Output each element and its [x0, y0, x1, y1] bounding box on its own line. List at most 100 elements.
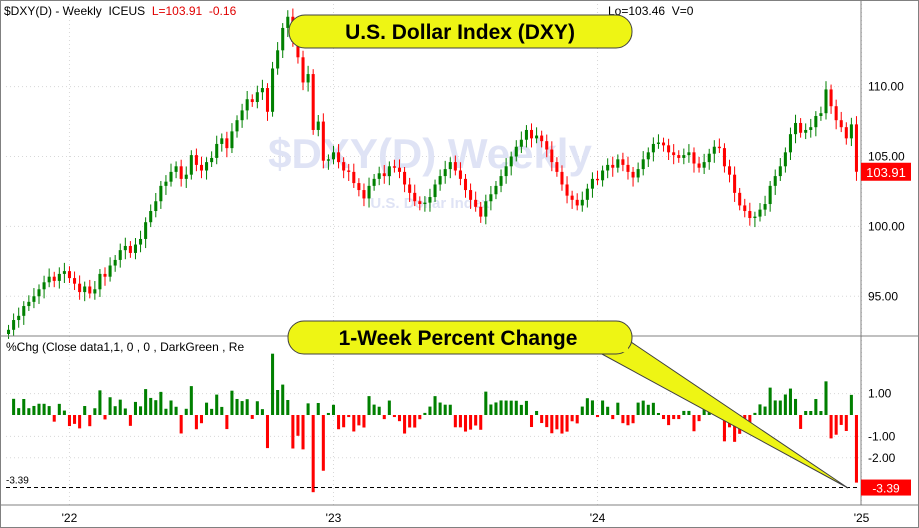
candle	[240, 103, 244, 128]
candle	[174, 161, 178, 179]
candle	[794, 114, 798, 144]
candle-body	[682, 155, 686, 158]
candle-body	[722, 148, 726, 167]
candle-body	[545, 141, 549, 150]
candle-body	[225, 138, 229, 149]
candle	[773, 169, 777, 195]
candle-body	[773, 176, 777, 186]
candle-body	[768, 185, 772, 205]
candle	[342, 157, 346, 179]
candle	[687, 144, 691, 163]
candle-body	[595, 178, 600, 181]
candle	[565, 176, 569, 204]
candle	[428, 188, 432, 212]
candle	[281, 23, 285, 58]
candle-body	[519, 139, 523, 147]
candle	[814, 111, 818, 137]
candle	[230, 123, 234, 154]
candle	[555, 157, 559, 177]
candle	[656, 134, 660, 149]
candle	[362, 183, 366, 207]
x-tick-label: '24	[590, 511, 606, 525]
pct-bar	[154, 400, 158, 415]
pct-bar	[783, 394, 787, 415]
pct-bar	[636, 402, 640, 415]
candle-body	[27, 301, 31, 307]
candle	[763, 195, 767, 216]
candle	[189, 150, 193, 180]
pct-bar	[139, 406, 143, 415]
symbol-title: $DXY(D) - Weekly	[4, 4, 102, 18]
pct-bar	[560, 415, 564, 434]
pct-bar	[484, 391, 488, 415]
candle-body	[296, 41, 300, 58]
pct-bar	[62, 410, 66, 415]
candle-body	[230, 131, 234, 149]
candle	[210, 151, 214, 167]
candle	[199, 156, 204, 179]
last-price-badge-text: 103.91	[866, 165, 906, 180]
candle	[621, 152, 625, 172]
candle-body	[331, 152, 336, 160]
candle-body	[687, 152, 691, 156]
candle	[301, 50, 305, 91]
pct-bar	[494, 402, 498, 415]
pct-bar	[778, 400, 782, 415]
candle	[78, 275, 82, 300]
candle-body	[778, 166, 782, 177]
pct-bar	[606, 406, 610, 415]
pct-bar	[829, 415, 833, 439]
candle-body	[438, 176, 442, 185]
candle-body	[286, 16, 290, 28]
candle-body	[118, 250, 122, 260]
pct-bar	[408, 415, 412, 428]
pct-bar	[469, 415, 473, 430]
candle-body	[616, 159, 620, 168]
pct-bar	[595, 415, 600, 418]
pct-bar	[230, 390, 234, 415]
candle-body	[382, 173, 386, 177]
candle-body	[392, 166, 396, 168]
candle-body	[433, 184, 437, 198]
candle-body	[585, 188, 589, 200]
pct-bar	[169, 400, 173, 415]
candle-body	[575, 199, 579, 206]
pct-bar	[286, 400, 290, 415]
candle	[524, 125, 528, 148]
candle	[590, 172, 594, 198]
pct-bar	[357, 415, 361, 426]
candle	[184, 166, 188, 188]
candle	[479, 201, 483, 223]
candle-body	[326, 159, 330, 161]
pct-bar	[78, 415, 82, 429]
candle-body	[306, 74, 310, 83]
pct-bar	[98, 390, 102, 415]
pct-bar	[347, 415, 351, 418]
candle-body	[139, 238, 143, 245]
candle-body	[474, 199, 478, 207]
candle-body	[73, 278, 77, 284]
candle-body	[271, 68, 275, 112]
pct-bar	[499, 400, 503, 415]
candle	[702, 153, 706, 174]
candle-body	[235, 120, 239, 132]
pct-bar	[37, 403, 41, 415]
pct-bar	[321, 415, 325, 471]
candle-body	[661, 142, 666, 146]
candle	[57, 267, 61, 289]
candle-body	[337, 152, 341, 163]
pct-bar	[123, 408, 127, 415]
pct-bar	[722, 415, 726, 442]
candle	[697, 156, 701, 173]
pct-bar	[194, 415, 198, 430]
pct-bar	[397, 415, 402, 422]
candle	[707, 148, 711, 170]
candle	[717, 138, 721, 154]
candle-body	[494, 185, 498, 195]
candle	[403, 167, 407, 193]
grid-lines	[6, 0, 863, 505]
candle	[641, 151, 645, 176]
pct-bar	[697, 415, 701, 422]
pct-bar	[382, 415, 386, 420]
candle	[108, 257, 112, 282]
